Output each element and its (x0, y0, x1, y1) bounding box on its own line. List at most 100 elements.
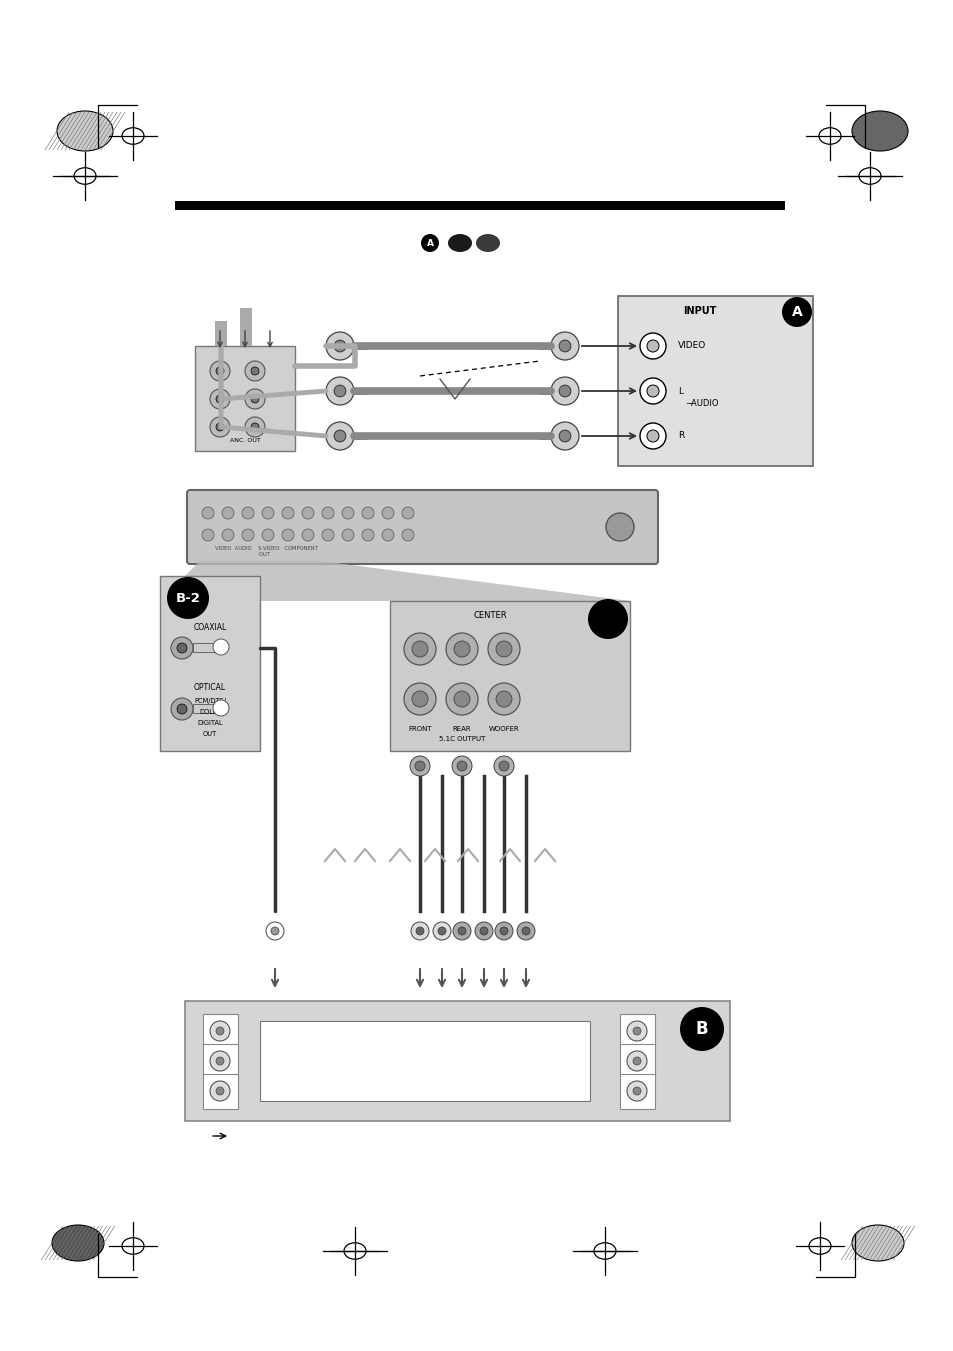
Bar (174, 201, 784, 209)
Circle shape (453, 921, 471, 940)
Circle shape (558, 340, 570, 351)
Text: VIDEO  AUDIO    S-VIDEO   COMPONENT: VIDEO AUDIO S-VIDEO COMPONENT (214, 547, 317, 551)
Circle shape (633, 1088, 640, 1096)
Circle shape (266, 921, 284, 940)
Circle shape (781, 297, 811, 327)
Circle shape (646, 430, 659, 442)
Circle shape (326, 332, 354, 359)
Text: ─AUDIO: ─AUDIO (685, 400, 718, 408)
Circle shape (639, 423, 665, 449)
FancyBboxPatch shape (187, 490, 658, 563)
Circle shape (626, 1051, 646, 1071)
Circle shape (213, 639, 229, 655)
Circle shape (341, 530, 354, 540)
Circle shape (302, 530, 314, 540)
Circle shape (326, 377, 354, 405)
Circle shape (171, 638, 193, 659)
Circle shape (494, 757, 514, 775)
Circle shape (411, 921, 429, 940)
Text: 5.1C OUTPUT: 5.1C OUTPUT (438, 736, 485, 742)
Circle shape (403, 634, 436, 665)
Text: B-2: B-2 (175, 592, 200, 604)
Circle shape (558, 430, 570, 442)
Text: INPUT: INPUT (682, 305, 716, 316)
Bar (538, 343, 551, 349)
Bar (260, 1021, 589, 1101)
Circle shape (167, 577, 209, 619)
Circle shape (633, 1027, 640, 1035)
Circle shape (558, 385, 570, 397)
Circle shape (646, 340, 659, 353)
Text: REAR: REAR (453, 725, 471, 732)
Circle shape (412, 640, 428, 657)
Circle shape (361, 507, 374, 519)
Circle shape (639, 332, 665, 359)
Text: CENTER: CENTER (473, 611, 506, 620)
Circle shape (587, 598, 627, 639)
Circle shape (251, 367, 258, 376)
Bar (203, 1074, 237, 1109)
Ellipse shape (851, 111, 907, 151)
Circle shape (334, 340, 346, 351)
Circle shape (210, 417, 230, 436)
Text: OUT: OUT (203, 731, 217, 738)
Circle shape (361, 530, 374, 540)
Circle shape (446, 684, 477, 715)
Circle shape (341, 507, 354, 519)
Circle shape (381, 530, 394, 540)
Ellipse shape (851, 1225, 903, 1260)
Circle shape (626, 1081, 646, 1101)
Circle shape (282, 507, 294, 519)
Polygon shape (160, 561, 629, 601)
Circle shape (334, 430, 346, 442)
Bar (193, 704, 221, 713)
Text: WOOFER: WOOFER (488, 725, 518, 732)
Circle shape (517, 921, 535, 940)
Circle shape (420, 234, 438, 253)
Circle shape (210, 1081, 230, 1101)
Circle shape (496, 690, 512, 707)
Bar (203, 1044, 237, 1079)
Text: ANC. OUT: ANC. OUT (230, 439, 260, 443)
Circle shape (457, 927, 465, 935)
Text: B: B (695, 1020, 707, 1038)
Bar (619, 1044, 655, 1079)
Circle shape (215, 1088, 224, 1096)
Circle shape (488, 684, 519, 715)
Circle shape (626, 1021, 646, 1042)
Circle shape (282, 530, 294, 540)
Circle shape (403, 684, 436, 715)
Bar (538, 388, 551, 394)
Bar (203, 1015, 237, 1048)
Bar (214, 322, 227, 346)
Circle shape (646, 385, 659, 397)
Circle shape (215, 423, 224, 431)
Circle shape (551, 422, 578, 450)
Ellipse shape (52, 1225, 104, 1260)
Bar (185, 1001, 729, 1121)
Circle shape (416, 927, 423, 935)
Bar (240, 308, 252, 346)
Circle shape (210, 1051, 230, 1071)
Circle shape (475, 921, 493, 940)
Circle shape (488, 634, 519, 665)
Circle shape (215, 367, 224, 376)
Circle shape (271, 927, 278, 935)
Circle shape (410, 757, 430, 775)
Bar (619, 1074, 655, 1109)
Text: FRONT: FRONT (408, 725, 432, 732)
Circle shape (412, 690, 428, 707)
Circle shape (496, 640, 512, 657)
Circle shape (326, 422, 354, 450)
Text: A: A (426, 239, 433, 247)
Circle shape (222, 507, 233, 519)
Circle shape (202, 530, 213, 540)
Circle shape (262, 530, 274, 540)
Bar (390, 601, 629, 751)
Circle shape (454, 690, 470, 707)
Circle shape (605, 513, 634, 540)
Circle shape (415, 761, 424, 771)
Circle shape (437, 927, 446, 935)
Ellipse shape (476, 234, 499, 253)
Circle shape (401, 530, 414, 540)
